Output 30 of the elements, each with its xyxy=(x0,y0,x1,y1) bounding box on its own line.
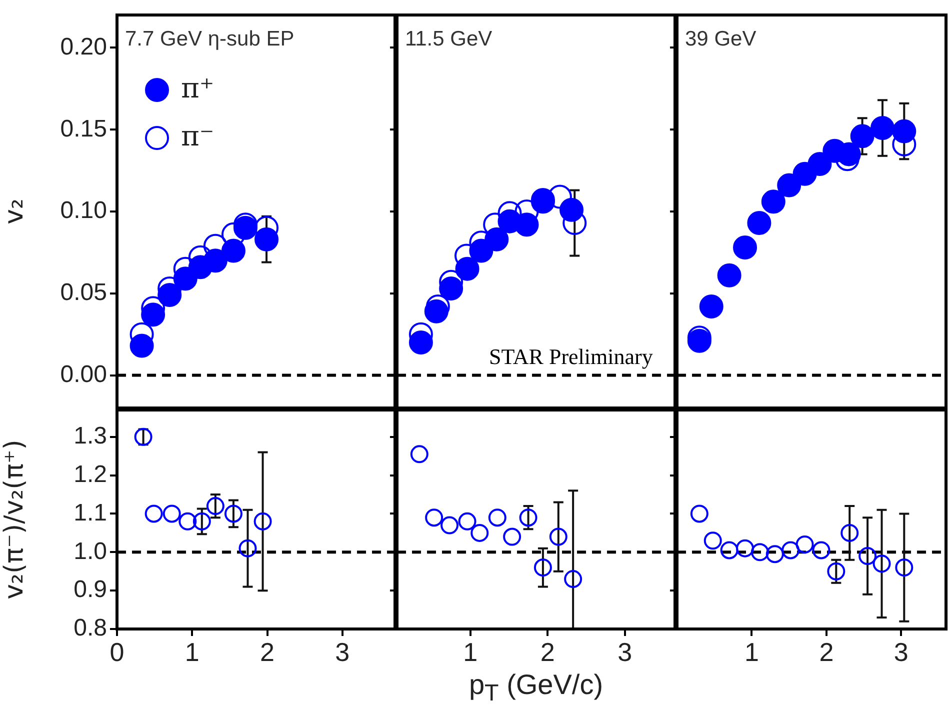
y-tick-label: 1.2 xyxy=(74,460,107,488)
x-tick-label: 3 xyxy=(894,637,908,668)
annotation: 11.5 GeV xyxy=(405,27,492,50)
annotation: 39 GeV xyxy=(685,27,756,50)
y-tick-label: 1.1 xyxy=(74,499,107,526)
x-tick-label: 1 xyxy=(184,637,200,668)
x-tick-label: 1 xyxy=(463,637,478,668)
x-tick-label: 2 xyxy=(540,637,555,668)
legend-label: π⁻ xyxy=(181,119,214,152)
x-tick-label: 2 xyxy=(819,637,834,668)
x-axis-title: p$_{T}$ (GeV/c) xyxy=(468,669,604,706)
x-tick-label: 1 xyxy=(744,637,759,668)
x-tick-label: 3 xyxy=(618,637,632,668)
y-tick-label: 0.15 xyxy=(60,115,107,142)
y-tick-label: 1.3 xyxy=(74,422,107,450)
x-tick-label: 2 xyxy=(260,637,275,668)
annotation: 7.7 GeV η-sub EP xyxy=(125,27,294,50)
y-tick-label: 0.00 xyxy=(60,360,107,388)
y-axis-title: v₂(π⁻)/v₂(π⁺) xyxy=(0,440,30,600)
annotation: STAR Preliminary xyxy=(489,344,653,369)
x-tick-label: 0 xyxy=(110,637,124,668)
y-tick-label: 0.05 xyxy=(60,279,107,306)
y-tick-label: 0.8 xyxy=(74,614,107,642)
y-tick-label: 0.10 xyxy=(60,197,107,224)
y-tick-label: 0.20 xyxy=(60,33,107,60)
legend-label: π⁺ xyxy=(181,71,214,104)
x-tick-label: 3 xyxy=(335,637,350,668)
y-tick-label: 1.0 xyxy=(74,538,107,565)
y-axis-title: v₂ xyxy=(0,198,30,224)
y-tick-label: 0.9 xyxy=(74,576,107,604)
